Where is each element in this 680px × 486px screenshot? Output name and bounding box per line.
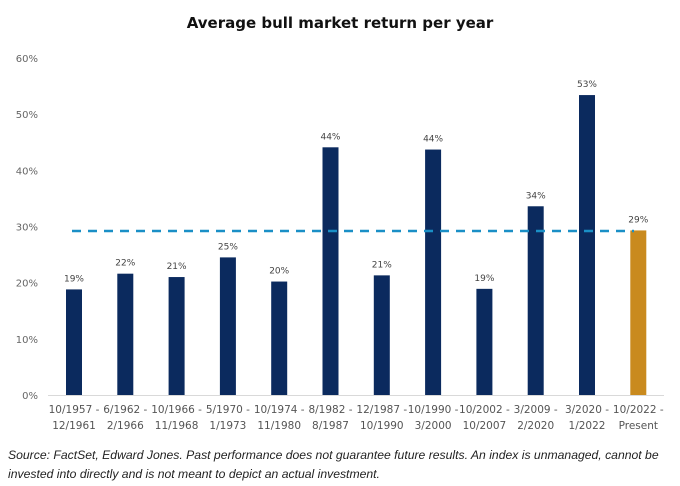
source-footnote: Source: FactSet, Edward Jones. Past perf… — [8, 448, 659, 481]
x-tick-label: 3/2009 - — [514, 404, 558, 416]
bar — [219, 257, 236, 395]
data-label: 25% — [218, 242, 238, 252]
data-label: 21% — [372, 260, 392, 270]
x-tick-label: 12/1987 - — [356, 404, 407, 416]
data-label: 20% — [269, 267, 289, 277]
x-tick-label: 8/1987 — [312, 420, 349, 432]
y-tick-label: 10% — [16, 335, 38, 346]
bar — [66, 289, 82, 395]
x-tick-label: 2/1966 — [107, 420, 144, 432]
x-tick-label: 1/1973 — [209, 420, 246, 432]
data-label: 22% — [115, 259, 135, 269]
data-label: 21% — [167, 262, 187, 272]
y-tick-label: 30% — [16, 223, 38, 234]
x-tick-label: 12/1961 — [52, 420, 96, 432]
bar — [117, 273, 134, 395]
data-label: 44% — [423, 135, 443, 145]
data-label: 34% — [526, 191, 546, 201]
bar — [373, 275, 390, 395]
chart-title: Average bull market return per year — [186, 14, 494, 32]
bar — [322, 147, 339, 395]
y-tick-label: 0% — [22, 391, 38, 402]
y-tick-label: 20% — [16, 279, 38, 290]
bar — [168, 277, 185, 395]
data-label: 53% — [577, 80, 597, 90]
x-tick-label: 11/1968 — [155, 420, 199, 432]
y-tick-label: 50% — [16, 110, 38, 121]
x-tick-label: 10/1990 - — [408, 404, 459, 416]
x-tick-label: 2/2020 — [517, 420, 554, 432]
x-tick-label: 1/2022 — [569, 420, 606, 432]
data-label: 44% — [320, 132, 340, 142]
x-tick-label: 10/2022 - — [613, 404, 664, 416]
x-tick-label: Present — [619, 420, 658, 432]
x-tick-label: 10/1957 - — [49, 404, 100, 416]
x-tick-label: 10/1966 - — [151, 404, 202, 416]
x-tick-label: 10/1990 — [360, 420, 404, 432]
data-label: 19% — [64, 274, 84, 284]
bar — [476, 288, 493, 395]
x-tick-label: 11/1980 — [257, 420, 301, 432]
data-label: 19% — [474, 274, 494, 284]
y-tick-label: 40% — [16, 166, 38, 177]
data-label: 29% — [628, 215, 648, 225]
x-tick-label: 10/2007 — [463, 420, 507, 432]
x-tick-label: 3/2020 - — [565, 404, 609, 416]
y-tick-label: 60% — [16, 54, 38, 65]
bar-chart: 0% 10% 20% 30% 40% 50% 60% 19% 10/1957 - 12/1961 2… — [16, 54, 664, 432]
bar — [527, 206, 544, 395]
bar — [425, 149, 442, 395]
x-tick-label: 10/2002 - — [459, 404, 510, 416]
x-tick-label: 3/2000 — [415, 420, 452, 432]
x-tick-label: 10/1974 - — [254, 404, 305, 416]
x-tick-label: 8/1982 - — [308, 404, 352, 416]
x-tick-label: 5/1970 - — [206, 404, 250, 416]
bar — [579, 95, 595, 395]
bar — [630, 230, 647, 395]
x-tick-label: 6/1962 - — [103, 404, 147, 416]
bar — [271, 281, 288, 395]
